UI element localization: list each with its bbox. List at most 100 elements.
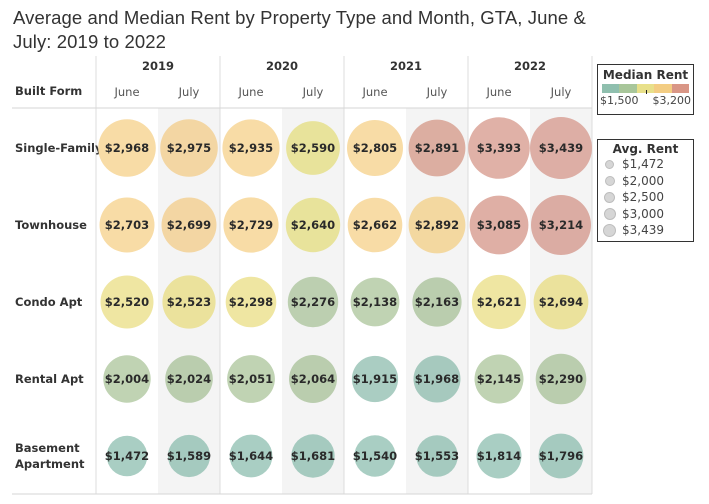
row-label: Basement: [15, 441, 80, 455]
rent-value-label: $2,805: [353, 141, 397, 155]
rent-value-label: $2,891: [415, 141, 459, 155]
color-legend-max-label: $3,200: [652, 94, 692, 107]
size-legend-circle-icon: [605, 159, 614, 169]
month-header-june: June: [485, 85, 511, 99]
color-legend-title: Median Rent: [602, 68, 689, 82]
month-header-july: July: [550, 85, 572, 99]
size-legend-circle-icon: [603, 223, 616, 237]
rent-value-label: $1,968: [415, 372, 459, 386]
rent-value-label: $2,935: [229, 141, 273, 155]
rent-bubble: [106, 435, 148, 477]
rent-bubble: [161, 197, 217, 253]
month-header-july: July: [178, 85, 200, 99]
size-legend-circle-icon: [604, 175, 615, 186]
year-header-2019: 2019: [142, 59, 174, 73]
rent-bubble: [471, 274, 527, 330]
size-legend-item: $3,000: [598, 206, 693, 223]
rent-bubble: [286, 121, 340, 175]
color-ramp-segment: [654, 84, 672, 93]
rent-bubble: [229, 434, 273, 478]
month-header-june: June: [361, 85, 387, 99]
rent-bubble: [412, 277, 462, 327]
month-header-june: June: [237, 85, 263, 99]
rent-value-label: $2,004: [105, 372, 149, 386]
rent-value-label: $1,814: [477, 449, 521, 463]
rent-value-label: $1,472: [105, 449, 149, 463]
chart-title-line-1: Average and Median Rent by Property Type…: [13, 7, 586, 28]
size-legend-label: $3,439: [622, 223, 664, 238]
rent-bubble: [354, 435, 396, 477]
rent-bubble: [535, 353, 587, 405]
size-legend-item: $3,439: [598, 222, 693, 239]
size-legend-item: $2,500: [598, 189, 693, 206]
color-ramp-midpoint-tick: [645, 90, 647, 94]
rent-bubble: [408, 119, 466, 177]
rent-value-label: $2,662: [353, 218, 397, 232]
year-header-2022: 2022: [514, 59, 546, 73]
rent-bubble: [413, 355, 461, 403]
rent-value-label: $2,051: [229, 372, 273, 386]
row-label: Single-Family: [15, 141, 103, 155]
rent-bubble: [98, 119, 156, 177]
color-legend-min-label: $1,500: [600, 94, 639, 107]
color-ramp: [602, 84, 690, 94]
rent-value-label: $2,975: [167, 141, 211, 155]
rent-value-label: $2,145: [477, 372, 521, 386]
chart-title: Average and Median Rent by Property Type…: [13, 6, 593, 54]
rent-value-label: $2,699: [167, 218, 211, 232]
color-ramp-segment: [671, 84, 690, 93]
rent-bubble: [222, 119, 280, 177]
size-legend-circle-icon: [604, 191, 615, 203]
rent-bubble: [227, 355, 275, 403]
rent-value-label: $2,968: [105, 141, 149, 155]
rent-value-label: $1,644: [229, 449, 273, 463]
size-legend-item: $2,000: [598, 173, 693, 190]
row-header-label: Built Form: [15, 84, 82, 98]
row-label: Rental Apt: [15, 372, 84, 386]
rent-bubble: [285, 197, 341, 253]
size-legend-label: $1,472: [622, 157, 664, 172]
month-header-july: July: [302, 85, 324, 99]
rent-bubble: [347, 120, 403, 176]
rent-value-label: $1,589: [167, 449, 211, 463]
rent-bubble: [165, 355, 213, 403]
rent-bubble: [531, 195, 591, 255]
rent-value-label: $1,915: [353, 372, 397, 386]
rent-value-label: $3,085: [477, 218, 521, 232]
color-ramp-segment: [636, 84, 655, 93]
rent-bubble: [474, 354, 524, 404]
rent-value-label: $2,024: [167, 372, 211, 386]
rent-value-label: $2,621: [477, 295, 521, 309]
color-ramp-segment: [602, 84, 620, 93]
rent-value-label: $2,729: [229, 218, 273, 232]
size-legend-item: $1,472: [598, 156, 693, 173]
rent-bubble: [167, 434, 211, 478]
rent-bubble: [351, 355, 399, 403]
rent-bubble: [291, 434, 335, 478]
year-header-2021: 2021: [390, 59, 422, 73]
rent-bubble: [225, 276, 277, 328]
rent-value-label: $2,590: [291, 141, 335, 155]
rent-value-label: $2,520: [105, 295, 149, 309]
rent-bubble: [100, 275, 154, 329]
rent-bubble: [347, 197, 403, 253]
avg-rent-size-legend: Avg. Rent $1,472 $2,000 $2,500 $3,000 $3,439: [597, 139, 694, 242]
rent-value-label: $2,892: [415, 218, 459, 232]
rent-bubble: [287, 276, 339, 328]
rent-value-label: $2,138: [353, 295, 397, 309]
row-label: Condo Apt: [15, 295, 83, 309]
size-legend-title: Avg. Rent: [612, 142, 679, 156]
rent-value-label: $2,276: [291, 295, 335, 309]
rent-bubble: [408, 196, 466, 254]
rent-value-label: $1,540: [353, 449, 397, 463]
row-label: Apartment: [15, 457, 85, 471]
rent-bubble: [533, 274, 589, 330]
color-ramp-segment: [619, 84, 637, 93]
rent-value-label: $1,681: [291, 449, 335, 463]
median-rent-color-legend: Median Rent $1,500 $3,200: [597, 64, 694, 115]
rent-value-label: $2,298: [229, 295, 273, 309]
rent-bubble: [538, 433, 584, 479]
rent-bubble: [289, 355, 337, 403]
year-header-2020: 2020: [266, 59, 298, 73]
